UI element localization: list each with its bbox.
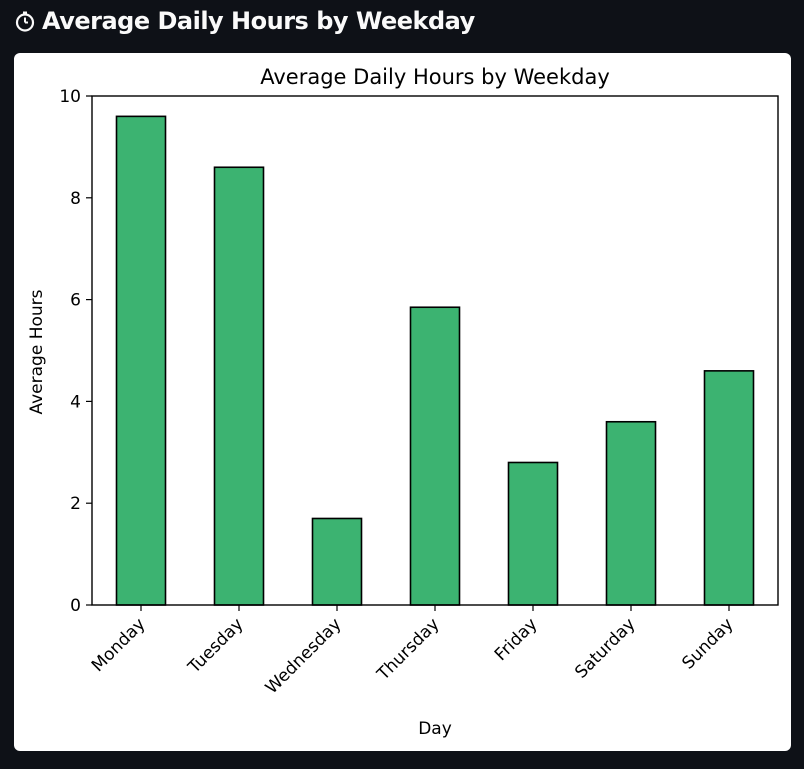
bar-monday — [115, 115, 167, 606]
bar-friday — [507, 461, 559, 606]
y-axis-label: Average Hours — [27, 289, 47, 414]
x-tick-label: Tuesday — [184, 614, 248, 678]
y-tick-label: 2 — [70, 494, 81, 514]
y-tick-label: 10 — [59, 87, 81, 107]
bar-wednesday — [311, 517, 363, 606]
y-tick-label: 8 — [70, 189, 81, 209]
page-header: Average Daily Hours by Weekday — [14, 4, 475, 38]
x-tick-label: Saturday — [571, 614, 639, 682]
bar-tuesday — [213, 166, 265, 606]
chart-title: Average Daily Hours by Weekday — [260, 65, 610, 89]
x-axis-label: Day — [418, 719, 452, 739]
page-title: Average Daily Hours by Weekday — [42, 7, 475, 35]
x-tick-label: Sunday — [678, 614, 737, 673]
bar-chart: Average Daily Hours by Weekday Average H… — [27, 65, 779, 739]
chart-card: Average Daily Hours by Weekday Average H… — [14, 53, 791, 751]
bar-sunday — [703, 370, 755, 606]
bars-group — [115, 115, 755, 606]
x-tick-label: Monday — [88, 614, 150, 676]
bar-thursday — [409, 306, 461, 606]
y-tick-label: 0 — [70, 596, 81, 616]
y-tick-label: 4 — [70, 392, 81, 412]
x-tick-label: Thursday — [373, 614, 444, 685]
stopwatch-icon — [14, 10, 36, 32]
x-tick-label: Friday — [491, 614, 542, 665]
bar-saturday — [605, 420, 657, 606]
x-tick-label: Wednesday — [262, 614, 346, 698]
y-tick-label: 6 — [70, 291, 81, 311]
